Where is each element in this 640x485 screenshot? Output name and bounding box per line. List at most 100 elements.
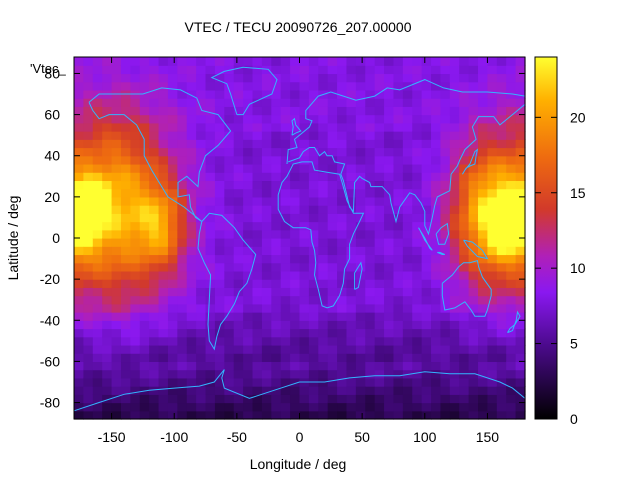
heatmap-cell [196, 188, 207, 198]
heatmap-cell [327, 320, 338, 330]
heatmap-cell [233, 213, 244, 223]
heatmap-cell [252, 221, 263, 231]
heatmap-cell [515, 394, 526, 404]
heatmap-cell [374, 131, 385, 140]
heatmap-cell [431, 402, 442, 412]
heatmap-cell [271, 122, 282, 132]
heatmap-cell [487, 295, 498, 305]
heatmap-cell [384, 344, 395, 354]
heatmap-cell [196, 386, 207, 395]
heatmap-cell [224, 81, 235, 91]
heatmap-cell [440, 122, 451, 132]
heatmap-cell [384, 254, 395, 264]
heatmap-cell [355, 353, 366, 363]
heatmap-cell [421, 402, 432, 412]
heatmap-cell [224, 303, 235, 313]
heatmap-cell [365, 131, 376, 140]
heatmap-cell [308, 303, 319, 313]
heatmap-cell [102, 295, 113, 305]
heatmap-cell [384, 394, 395, 404]
heatmap-cell [290, 303, 301, 313]
heatmap-cell [346, 377, 357, 387]
heatmap-cell [459, 238, 470, 247]
heatmap-cell [224, 106, 235, 116]
heatmap-cell [421, 131, 432, 140]
heatmap-cell [214, 89, 225, 99]
heatmap-cell [243, 336, 254, 346]
heatmap-cell [149, 394, 160, 404]
heatmap-cell [478, 196, 489, 206]
heatmap-cell [139, 131, 150, 140]
heatmap-cell [167, 361, 178, 371]
heatmap-cell [261, 361, 272, 371]
heatmap-cell [431, 279, 442, 288]
heatmap-cell [496, 402, 507, 412]
heatmap-cell [92, 213, 103, 223]
heatmap-cell [280, 402, 291, 412]
heatmap-cell [318, 402, 329, 412]
heatmap-cell [290, 57, 301, 66]
heatmap-cell [374, 402, 385, 412]
heatmap-cell [421, 221, 432, 231]
heatmap-cell [459, 328, 470, 338]
heatmap-cell [337, 353, 348, 363]
x-tick-label: -150 [98, 429, 126, 445]
heatmap-cell [149, 73, 160, 83]
heatmap-cell [139, 213, 150, 223]
heatmap-cell [177, 312, 188, 321]
heatmap-cell [478, 410, 489, 420]
heatmap-cell [468, 81, 479, 91]
heatmap-cell [102, 73, 113, 83]
heatmap-cell [149, 344, 160, 354]
heatmap-cell [261, 320, 272, 330]
heatmap-cell [346, 287, 357, 297]
heatmap-cell [449, 205, 460, 214]
heatmap-cell [186, 402, 197, 412]
heatmap-cell [205, 287, 216, 297]
heatmap-cell [478, 81, 489, 91]
heatmap-cell [308, 221, 319, 231]
heatmap-cell [515, 320, 526, 330]
heatmap-cell [102, 377, 113, 387]
heatmap-cell [177, 328, 188, 338]
heatmap-cell [233, 279, 244, 288]
heatmap-cell [92, 262, 103, 272]
heatmap-cell [92, 73, 103, 83]
heatmap-cell [355, 238, 366, 247]
heatmap-cell [365, 139, 376, 149]
heatmap-cell [506, 106, 517, 116]
heatmap-cell [158, 147, 169, 157]
heatmap-cell [120, 139, 131, 149]
heatmap-cell [233, 287, 244, 297]
heatmap-cell [271, 336, 282, 346]
heatmap-cell [167, 196, 178, 206]
heatmap-cell [318, 238, 329, 247]
heatmap-cell [158, 114, 169, 124]
heatmap-cell [261, 386, 272, 395]
heatmap-cell [243, 303, 254, 313]
heatmap-cell [402, 410, 413, 420]
heatmap-cell [337, 386, 348, 395]
heatmap-cell [186, 81, 197, 91]
heatmap-cell [233, 122, 244, 132]
heatmap-cell [327, 180, 338, 190]
heatmap-cell [83, 336, 94, 346]
heatmap-cell [177, 394, 188, 404]
heatmap-cell [299, 196, 310, 206]
heatmap-cell [186, 196, 197, 206]
heatmap-cell [374, 328, 385, 338]
heatmap-cell [149, 377, 160, 387]
heatmap-cell [224, 213, 235, 223]
heatmap-cell [130, 336, 141, 346]
heatmap-cell [120, 254, 131, 264]
heatmap-cell [102, 394, 113, 404]
heatmap-cell [346, 295, 357, 305]
heatmap-cell [290, 188, 301, 198]
heatmap-cell [130, 180, 141, 190]
heatmap-cell [290, 238, 301, 247]
heatmap-cell [158, 377, 169, 387]
heatmap-cell [224, 344, 235, 354]
heatmap-cell [111, 262, 122, 272]
heatmap-cell [487, 163, 498, 173]
heatmap-cell [337, 196, 348, 206]
